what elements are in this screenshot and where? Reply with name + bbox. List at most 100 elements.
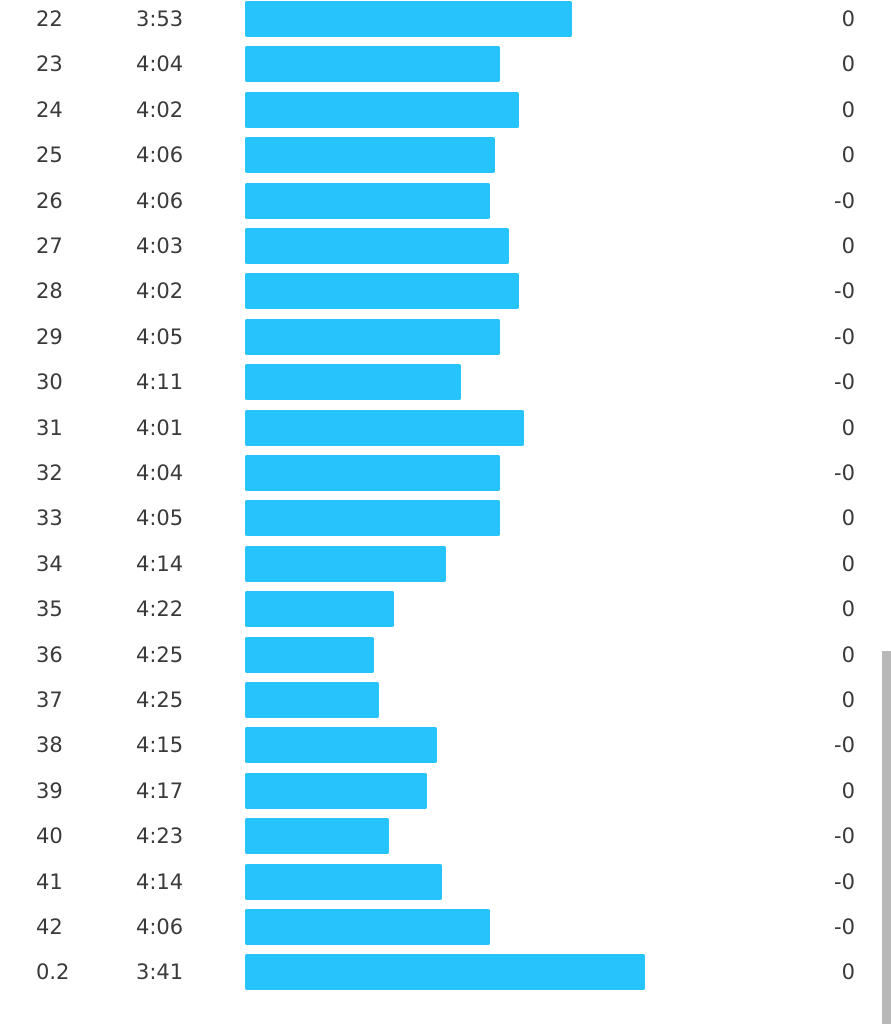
- split-km: 31: [36, 415, 63, 440]
- split-km: 24: [36, 97, 63, 122]
- split-elevation: 0: [841, 960, 855, 985]
- split-row[interactable]: 39 4:17 0: [0, 769, 891, 814]
- split-pace-bar: [245, 46, 500, 83]
- split-km: 37: [36, 688, 63, 712]
- split-row[interactable]: 27 4:03 0: [0, 224, 891, 269]
- split-km: 33: [36, 506, 63, 531]
- split-elevation: 0: [841, 506, 855, 531]
- split-pace-bar: [245, 863, 442, 900]
- split-km: 26: [36, 188, 63, 213]
- split-row[interactable]: 24 4:02 0: [0, 88, 891, 133]
- split-pace: 4:23: [136, 824, 184, 849]
- split-pace-bar: [245, 682, 379, 718]
- split-pace-bar: [245, 137, 495, 174]
- split-row[interactable]: 30 4:11 -0: [0, 360, 891, 405]
- split-km: 25: [36, 143, 63, 168]
- split-pace: 4:04: [136, 52, 184, 77]
- split-elevation: 0: [841, 551, 855, 576]
- split-km: 34: [36, 551, 63, 576]
- split-pace: 4:06: [136, 915, 184, 939]
- split-elevation: 0: [841, 97, 855, 122]
- split-pace: 4:14: [136, 551, 184, 576]
- split-pace-bar: [245, 818, 389, 855]
- split-pace: 3:53: [136, 7, 184, 31]
- split-pace-bar: [245, 954, 645, 991]
- split-elevation: 0: [841, 642, 855, 667]
- split-km: 42: [36, 915, 63, 939]
- split-elevation: 0: [841, 7, 855, 31]
- split-pace-bar: [245, 909, 490, 945]
- split-pace: 4:15: [136, 733, 184, 758]
- split-pace-bar: [245, 772, 427, 809]
- split-pace: 4:11: [136, 370, 184, 395]
- split-elevation: 0: [841, 415, 855, 440]
- split-row[interactable]: 29 4:05 -0: [0, 315, 891, 360]
- split-km: 39: [36, 778, 63, 803]
- split-pace: 4:03: [136, 234, 184, 258]
- scrollbar[interactable]: [882, 651, 891, 1024]
- split-km: 29: [36, 324, 63, 349]
- split-elevation: -0: [834, 188, 855, 213]
- split-pace: 4:04: [136, 461, 184, 485]
- split-pace: 4:05: [136, 324, 184, 349]
- split-elevation: 0: [841, 597, 855, 622]
- split-elevation: -0: [834, 733, 855, 758]
- split-pace: 4:22: [136, 597, 184, 622]
- split-row[interactable]: 41 4:14 -0: [0, 860, 891, 905]
- split-row[interactable]: 34 4:14 0: [0, 542, 891, 587]
- split-elevation: -0: [834, 915, 855, 939]
- split-pace: 4:02: [136, 97, 184, 122]
- split-pace-bar: [245, 727, 437, 764]
- split-elevation: -0: [834, 370, 855, 395]
- split-elevation: -0: [834, 324, 855, 349]
- split-pace: 4:01: [136, 415, 184, 440]
- split-elevation: 0: [841, 143, 855, 168]
- split-elevation: 0: [841, 778, 855, 803]
- split-elevation: -0: [834, 461, 855, 485]
- split-row[interactable]: 32 4:04 -0: [0, 451, 891, 496]
- split-row[interactable]: 33 4:05 0: [0, 496, 891, 541]
- split-row[interactable]: 31 4:01 0: [0, 406, 891, 451]
- split-row[interactable]: 37 4:25 0: [0, 678, 891, 723]
- split-km: 35: [36, 597, 63, 622]
- split-row[interactable]: 0.2 3:41 0: [0, 950, 891, 995]
- split-row[interactable]: 28 4:02 -0: [0, 269, 891, 314]
- split-km: 22: [36, 7, 63, 31]
- split-elevation: -0: [834, 279, 855, 304]
- split-pace-bar: [245, 409, 524, 446]
- split-pace: 4:25: [136, 642, 184, 667]
- split-row[interactable]: 35 4:22 0: [0, 587, 891, 632]
- split-row[interactable]: 36 4:25 0: [0, 633, 891, 678]
- split-pace: 4:06: [136, 143, 184, 168]
- split-km: 28: [36, 279, 63, 304]
- split-pace: 3:41: [136, 960, 184, 985]
- split-km: 32: [36, 461, 63, 485]
- split-km: 23: [36, 52, 63, 77]
- split-row[interactable]: 38 4:15 -0: [0, 723, 891, 768]
- split-pace-bar: [245, 228, 509, 264]
- split-pace-bar: [245, 591, 394, 628]
- split-pace: 4:02: [136, 279, 184, 304]
- split-pace-bar: [245, 318, 500, 355]
- split-row[interactable]: 42 4:06 -0: [0, 905, 891, 950]
- split-pace-bar: [245, 1, 572, 37]
- split-elevation: 0: [841, 52, 855, 77]
- split-row[interactable]: 23 4:04 0: [0, 42, 891, 87]
- split-row[interactable]: 22 3:53 0: [0, 0, 891, 42]
- split-elevation: 0: [841, 688, 855, 712]
- split-pace-bar: [245, 500, 500, 537]
- split-km: 40: [36, 824, 63, 849]
- split-pace-bar: [245, 91, 519, 128]
- split-km: 27: [36, 234, 63, 258]
- split-row[interactable]: 40 4:23 -0: [0, 814, 891, 859]
- split-pace: 4:06: [136, 188, 184, 213]
- split-row[interactable]: 25 4:06 0: [0, 133, 891, 178]
- split-pace: 4:25: [136, 688, 184, 712]
- split-pace-bar: [245, 545, 446, 582]
- split-pace: 4:17: [136, 778, 184, 803]
- split-pace-bar: [245, 182, 490, 219]
- split-row[interactable]: 26 4:06 -0: [0, 179, 891, 224]
- split-km: 0.2: [36, 960, 70, 985]
- split-pace-bar: [245, 364, 461, 401]
